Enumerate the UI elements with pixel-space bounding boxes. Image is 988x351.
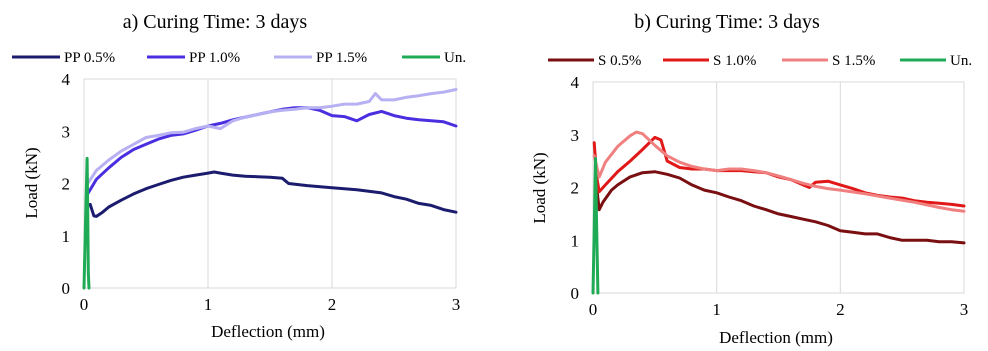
chart-a-series-line-1 — [86, 106, 458, 196]
chart-a-x-tick-3: 3 — [452, 295, 461, 314]
chart-b-grid — [716, 82, 841, 293]
chart-a-legend-label-2: PP 1.5% — [316, 50, 367, 66]
chart-a-x-tick-2: 2 — [328, 295, 337, 314]
chart-b-series — [591, 130, 966, 295]
chart-b-legend-label-2: S 1.5% — [832, 53, 875, 69]
chart-b-y-tick-3: 3 — [571, 126, 580, 145]
chart-b-title: b) Curing Time: 3 days — [634, 11, 820, 33]
chart-a-plot-border — [83, 78, 457, 289]
chart-a-legend-label-0: PP 0.5% — [64, 50, 115, 66]
chart-a-x-ticks: 0 1 2 3 — [80, 295, 461, 314]
chart-b-series-line-2 — [592, 130, 966, 213]
chart-b-legend: S 0.5% S 1.0% S 1.5% Un. — [548, 53, 972, 69]
chart-b-x-tick-2: 2 — [836, 300, 845, 319]
chart-a-series-line-3 — [82, 156, 91, 290]
chart-a: a) Curing Time: 3 days PP 0.5% PP 1.0% PP … — [12, 11, 466, 341]
chart-b-x-tick-0: 0 — [589, 300, 598, 319]
chart-a-legend: PP 0.5% PP 1.0% PP 1.5% Un. — [12, 50, 466, 66]
chart-a-grid — [207, 79, 333, 288]
chart-a-y-tick-1: 1 — [62, 227, 71, 246]
chart-a-y-tick-4: 4 — [62, 70, 71, 89]
chart-a-series — [82, 88, 458, 290]
chart-b-plot-border — [592, 81, 965, 294]
chart-a-y-ticks: 0 1 2 3 4 — [62, 70, 71, 298]
chart-b-legend-label-1: S 1.0% — [713, 53, 756, 69]
chart-a-title: a) Curing Time: 3 days — [123, 11, 308, 33]
chart-a-y-tick-3: 3 — [62, 122, 71, 141]
chart-b-legend-label-3: Un. — [950, 53, 972, 69]
chart-a-x-tick-1: 1 — [204, 295, 213, 314]
chart-b-y-tick-4: 4 — [571, 73, 580, 92]
chart-a-y-tick-2: 2 — [62, 175, 71, 194]
chart-a-legend-label-3: Un. — [444, 50, 466, 66]
chart-b-series-line-0 — [594, 170, 966, 245]
chart-b-series-line-3 — [591, 157, 600, 295]
chart-a-x-axis-label: Deflection (mm) — [211, 322, 325, 341]
chart-a-y-axis-label: Load (kN) — [22, 147, 41, 218]
chart-b-x-tick-3: 3 — [960, 300, 969, 319]
chart-a-series-line-2 — [86, 88, 458, 185]
chart-b-y-axis-label: Load (kN) — [530, 152, 549, 223]
chart-b-x-axis-label: Deflection (mm) — [719, 328, 833, 347]
chart-b-x-ticks: 0 1 2 3 — [589, 300, 969, 319]
chart-a-x-tick-0: 0 — [80, 295, 89, 314]
chart-b-x-tick-1: 1 — [712, 300, 721, 319]
chart-b-y-tick-0: 0 — [571, 284, 580, 303]
chart-b-y-tick-1: 1 — [571, 231, 580, 250]
chart-b: b) Curing Time: 3 days S 0.5% S 1.0% S 1.5… — [530, 11, 972, 347]
chart-b-legend-label-0: S 0.5% — [598, 53, 641, 69]
chart-b-y-ticks: 0 1 2 3 4 — [571, 73, 580, 303]
chart-a-y-tick-0: 0 — [62, 279, 71, 298]
chart-b-y-tick-2: 2 — [571, 179, 580, 198]
chart-a-legend-label-1: PP 1.0% — [189, 50, 240, 66]
chart-a-series-line-0 — [88, 170, 458, 218]
